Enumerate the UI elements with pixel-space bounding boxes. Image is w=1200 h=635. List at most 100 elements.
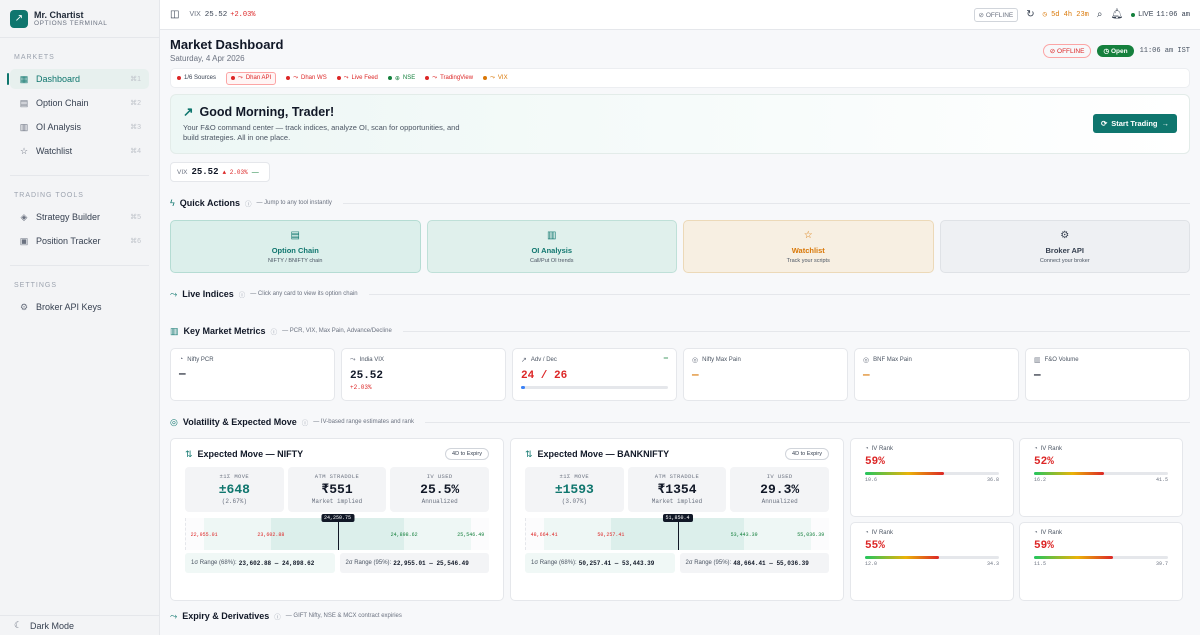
market-open-label: Open [1110,48,1128,55]
range-tick-label: 48,664.41 [530,532,558,538]
info-icon[interactable]: ⓘ [270,329,278,336]
live-label: LIVE [1138,11,1154,18]
stat-value: 25.5% [420,482,460,497]
stat-sub: (3.07%) [561,498,587,505]
quick-action-watchlist[interactable]: ☆ Watchlist Track your scripts [683,220,934,273]
metric-label: F&O Volume [1044,357,1079,363]
bar-chart-icon: ▥ [547,229,557,241]
iv-rank-max: 34.3 [986,561,999,567]
search-icon[interactable]: ⌕ [1096,9,1103,20]
range-summary: 1σ Range (68%): 50,257.41 — 53,443.39 2σ R… [525,553,829,573]
iv-rank-value: 59% [865,456,885,468]
sidebar-toggle-icon[interactable]: ◫ [170,9,180,20]
metric-card-nifty-pcr[interactable]: ◔ Nifty PCR — [170,348,335,401]
spot-marker [677,518,679,550]
gear-icon: ⚙ [19,301,29,312]
stat-box: IV USED 25.5% Annualized [390,467,490,512]
activity-icon: ⤳ [350,356,356,363]
sidebar-item-position-tracker[interactable]: ▣ Position Tracker ⌘6 [10,231,149,251]
info-icon[interactable]: ⓘ [301,420,309,427]
metric-header: ◎ Nifty Max Pain [692,356,839,364]
topbar-vix-value: 25.52 [204,10,228,19]
status-dot-icon [425,76,430,80]
iv-rank-card: ◔ IV Rank 59% 11.5 39.7 [1019,522,1183,601]
iv-rank-limits: 10.6 36.8 [865,477,999,483]
sidebar-section-heading: TRADING TOOLS [14,192,84,199]
quick-actions-title: Quick Actions [179,198,240,208]
one-sigma-range-value: 23,602.88 — 24,898.62 [238,559,315,567]
sidebar-item-label: Broker API Keys [36,302,102,312]
iv-rank-fill [865,472,945,475]
metric-card-india-vix[interactable]: ⤳ India VIX 25.52 +2.03% [341,348,506,401]
vix-chip[interactable]: VIX 25.52 ▲ 2.03% — [170,162,270,182]
live-indicator: LIVE 11:06 am [1131,11,1190,19]
quick-action-subtitle: Connect your broker [1039,257,1090,264]
expected-move-card: ⇅ Expected Move — NIFTY 4D to Expiry ±1Σ MO… [170,438,504,601]
info-icon[interactable]: ⓘ [238,292,246,299]
expected-move-range-chart: 24,250.75 22,955.01 23,602.88 24,898.62 25,5… [185,514,489,550]
brand[interactable]: ↗ Mr. Chartist OPTIONS TERMINAL [0,0,159,38]
iv-rank-label: IV Rank [871,530,893,536]
expiry-title: Expiry & Derivatives [182,611,270,621]
iv-rank-card: ◔ IV Rank 52% 16.2 41.5 [1019,438,1183,517]
dark-mode-toggle[interactable]: ☾ Dark Mode [0,615,159,635]
metric-card-nifty-max-pain[interactable]: ◎ Nifty Max Pain — [683,348,848,401]
range-tick-label: 22,955.01 [190,532,218,538]
expected-move-title: Expected Move — NIFTY [197,449,304,459]
brand-name: Mr. Chartist [34,9,84,20]
iv-rank-header: ◔ IV Rank [1034,446,1168,452]
sidebar-item-shortcut: ⌘2 [130,100,141,107]
quick-actions-row: ▤ Option Chain NIFTY / BNIFTY chain ▥ OI Ana… [170,220,1190,273]
sidebar-item-dashboard[interactable]: ▦ Dashboard ⌘1 [7,69,149,89]
iv-rank-value: 59% [1034,540,1054,552]
key-metrics-subtitle: — PCR, VIX, Max Pain, Advance/Decline [282,328,392,334]
one-sigma-range-value: 50,257.41 — 53,443.39 [578,559,655,567]
sidebar-item-shortcut: ⌘1 [130,76,141,83]
range-tick-label: 55,036.39 [797,532,825,538]
quick-action-option-chain[interactable]: ▤ Option Chain NIFTY / BNIFTY chain [170,220,421,273]
one-sigma-range: 1σ Range (68%): 50,257.41 — 53,443.39 [525,553,675,573]
vix-chip-trend: — [251,168,259,176]
iv-rank-max: 39.7 [1155,561,1168,567]
quick-action-title: OI Analysis [531,245,573,255]
sidebar-item-strategy-builder[interactable]: ◈ Strategy Builder ⌘5 [10,207,149,227]
divider [368,293,1190,295]
start-trading-button[interactable]: ⟳ Start Trading → [1092,114,1177,133]
vix-chip-value: 25.52 [191,167,219,177]
clock-icon: ◷ [1042,11,1047,19]
info-icon[interactable]: ⓘ [244,201,252,208]
iv-rank-header: ◔ IV Rank [1034,530,1168,536]
sidebar-item-oi-analysis[interactable]: ▥ OI Analysis ⌘3 [10,117,149,137]
sidebar-item-broker-api-keys[interactable]: ⚙ Broker API Keys [10,297,149,317]
metric-value: — [692,370,699,382]
quick-action-subtitle: Call/Put OI trends [530,257,574,264]
spot-marker [337,518,339,550]
sidebar-item-option-chain[interactable]: ▤ Option Chain ⌘2 [10,93,149,113]
expected-move-range-chart: 51,850.4 48,664.41 50,257.41 53,443.39 55,03… [525,514,829,550]
source-label: TradingView [440,75,474,81]
stat-sub: (2.67%) [221,498,247,505]
range-summary: 1σ Range (68%): 23,602.88 — 24,898.62 2σ R… [185,553,489,573]
bar-chart-icon: ▥ [1034,357,1041,364]
quick-action-broker-api[interactable]: ⚙ Broker API Connect your broker [939,220,1190,273]
info-icon[interactable]: ⓘ [274,614,281,621]
metric-value: 24 / 26 [521,370,568,382]
volatility-header: ◎ Volatility & Expected Move ⓘ — IV-base… [170,415,1190,429]
refresh-icon[interactable]: ↻ [1026,9,1035,20]
metric-card-adv-dec[interactable]: ↗ Adv / Dec 24 / 26 ═ [512,348,677,401]
status-dot-icon [177,76,181,80]
sidebar-item-shortcut: ⌘5 [130,214,141,221]
quick-action-oi-analysis[interactable]: ▥ OI Analysis Call/Put OI trends [426,220,677,273]
sidebar-item-watchlist[interactable]: ☆ Watchlist ⌘4 [10,141,149,161]
bell-icon[interactable]: 🔔︎ [1110,9,1124,20]
metric-trend-indicator: ═ [663,356,668,362]
source-label: Dhan WS [301,75,327,81]
iv-rank-label: IV Rank [1040,446,1062,452]
metric-card-bnf-max-pain[interactable]: ◎ BNF Max Pain — [854,348,1019,401]
metric-label: India VIX [359,357,384,363]
metric-card-f-o-volume[interactable]: ▥ F&O Volume — [1025,348,1190,401]
activity-icon: ⤳ [238,74,243,81]
iv-rank-min: 16.2 [1034,477,1047,483]
sidebar: ↗ Mr. Chartist OPTIONS TERMINAL MARKETS ▦… [0,0,160,635]
one-sigma-band [270,518,405,550]
